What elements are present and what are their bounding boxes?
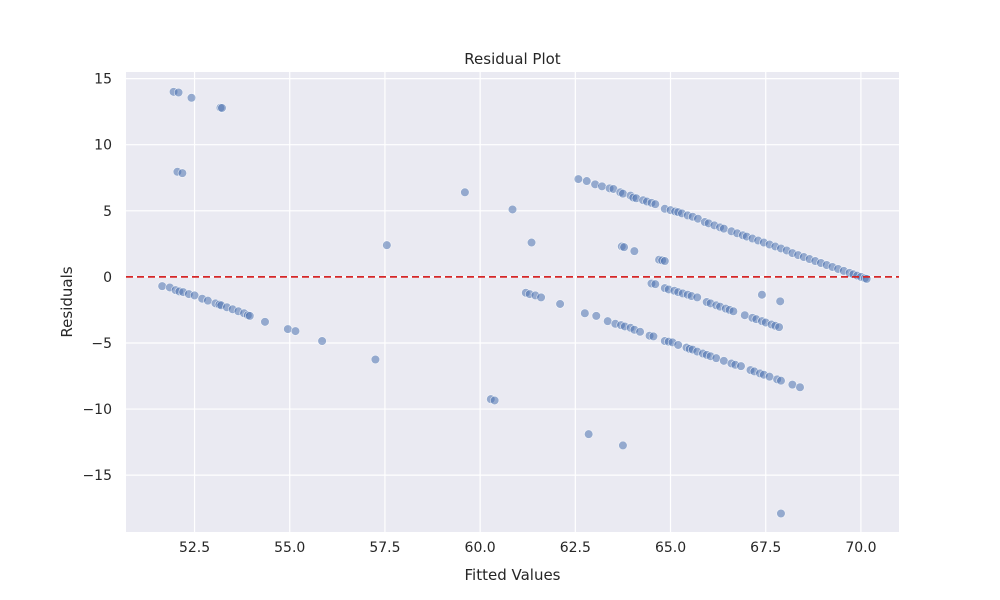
residual-point — [597, 181, 607, 191]
y-tick-label: 5 — [103, 204, 112, 220]
residual-point — [650, 199, 660, 209]
x-tick-label: 62.5 — [560, 540, 591, 556]
x-axis-title: Fitted Values — [465, 566, 561, 584]
vertical-gridlines — [193, 72, 862, 532]
residual-point — [711, 353, 721, 363]
residual-point — [719, 224, 729, 234]
y-tick-label: 15 — [94, 72, 112, 88]
y-tick-labels: −15 −10 −5 0 5 10 15 — [82, 72, 112, 485]
residual-point — [189, 290, 200, 300]
x-tick-label: 52.5 — [179, 540, 210, 556]
residual-point — [203, 296, 213, 306]
residual-point — [757, 290, 767, 300]
residual-point — [555, 299, 565, 309]
residual-point — [573, 174, 583, 184]
residual-point — [382, 240, 392, 250]
residual-point — [635, 327, 645, 337]
residual-point — [283, 324, 293, 334]
y-tick-label: −15 — [82, 468, 112, 484]
residual-point — [490, 395, 500, 406]
residual-point — [776, 376, 786, 386]
y-tick-label: −5 — [91, 336, 112, 352]
x-tick-label: 70.0 — [845, 540, 876, 556]
residual-point — [260, 317, 270, 327]
residual-point — [787, 380, 797, 390]
plot-background — [126, 72, 899, 532]
y-tick-label: 10 — [94, 138, 112, 154]
residual-point — [660, 256, 670, 266]
y-tick-label: 0 — [103, 270, 112, 286]
y-axis-title: Residuals — [58, 266, 76, 337]
residual-point — [719, 356, 729, 366]
residual-point — [692, 292, 702, 302]
residual-point — [764, 372, 775, 382]
residual-point — [795, 382, 805, 392]
residual-point — [580, 308, 590, 318]
residual-point — [584, 429, 594, 439]
residual-points — [157, 87, 872, 519]
residual-point — [582, 176, 592, 186]
residual-point — [776, 508, 786, 519]
residual-point — [536, 292, 546, 302]
residual-point — [862, 274, 872, 284]
x-tick-label: 67.5 — [750, 540, 781, 556]
residual-point — [736, 361, 746, 371]
residual-point — [740, 310, 750, 320]
residual-point — [603, 316, 613, 326]
y-tick-label: −10 — [82, 402, 112, 418]
chart-title: Residual Plot — [464, 50, 561, 68]
x-tick-label: 55.0 — [274, 540, 305, 556]
residual-point — [217, 103, 227, 113]
residual-point — [507, 204, 518, 215]
residual-point — [775, 296, 785, 306]
residual-point — [526, 237, 537, 248]
residual-point — [173, 87, 184, 98]
residual-point — [157, 281, 167, 291]
x-tick-label: 57.5 — [369, 540, 400, 556]
residual-point — [317, 336, 327, 346]
x-tick-labels: 52.5 55.0 57.5 60.0 62.5 65.0 67.5 70.0 — [179, 540, 877, 556]
residual-point — [728, 306, 738, 316]
residual-point — [618, 189, 628, 199]
residual-point — [673, 340, 683, 350]
residual-point — [648, 331, 658, 341]
residual-point — [290, 326, 301, 336]
residual-point — [245, 311, 255, 321]
residual-point — [618, 440, 628, 451]
residual-point — [186, 93, 197, 103]
x-tick-label: 60.0 — [465, 540, 496, 556]
residual-point — [650, 279, 660, 289]
residual-point — [591, 311, 601, 321]
residual-point — [370, 354, 381, 365]
residual-point — [460, 187, 470, 197]
residual-point — [774, 322, 784, 332]
x-tick-label: 65.0 — [655, 540, 686, 556]
residual-point — [629, 246, 639, 256]
residual-point — [619, 242, 629, 252]
residual-point — [177, 168, 187, 178]
